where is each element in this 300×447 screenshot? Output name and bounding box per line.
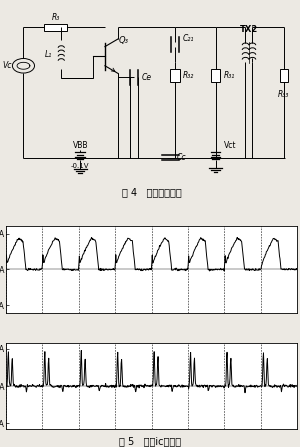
Text: C₂₁: C₂₁ (183, 34, 194, 43)
Text: R₃₂: R₃₂ (183, 71, 194, 80)
Bar (211, 69, 220, 82)
Bar (170, 69, 180, 82)
Text: VBB: VBB (73, 141, 88, 150)
Text: R₃₁: R₃₁ (224, 71, 235, 80)
Text: Ce: Ce (142, 73, 152, 82)
Text: L₁: L₁ (45, 50, 52, 59)
Text: Cc: Cc (177, 153, 186, 162)
Bar (44, 24, 67, 30)
Bar (280, 69, 288, 82)
Text: TX2: TX2 (240, 25, 258, 34)
Text: Vct: Vct (224, 141, 236, 150)
Text: -0.1V: -0.1V (71, 163, 89, 169)
Text: 图 4   功率放大电路: 图 4 功率放大电路 (122, 187, 182, 197)
Text: 图 5   电流ic波形图: 图 5 电流ic波形图 (119, 436, 181, 446)
Text: Q₃: Q₃ (119, 36, 129, 45)
Text: R₃: R₃ (51, 13, 60, 22)
Text: Vc: Vc (3, 61, 12, 70)
Text: R₃₃: R₃₃ (278, 90, 290, 99)
